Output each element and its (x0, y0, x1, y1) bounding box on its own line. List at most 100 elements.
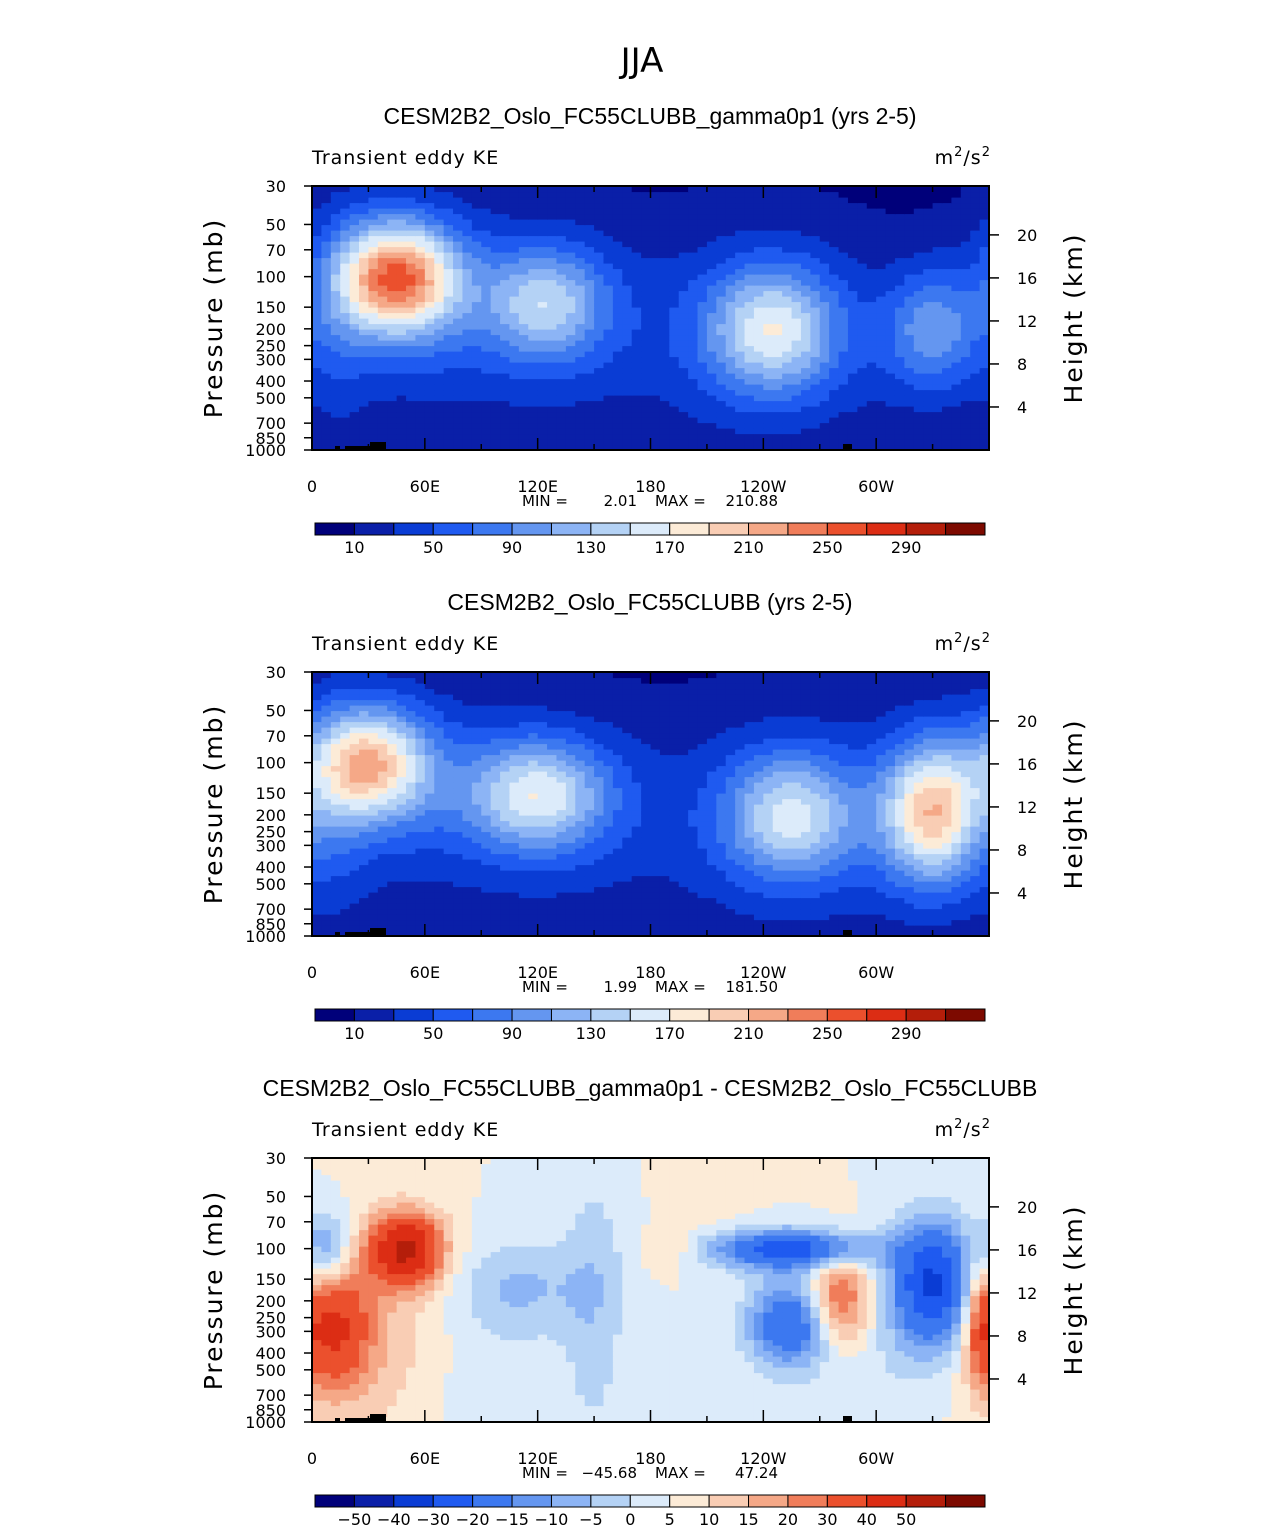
field-cell (377, 307, 388, 314)
field-cell (565, 230, 576, 237)
field-cell (312, 373, 322, 380)
field-cell (594, 892, 605, 899)
field-cell (396, 279, 407, 286)
field-cell (330, 848, 341, 855)
field-cell (565, 307, 576, 314)
field-cell (782, 919, 793, 926)
field-cell (847, 897, 858, 904)
field-cell (359, 318, 370, 325)
field-cell (603, 202, 614, 209)
field-cell (396, 919, 407, 926)
field-cell (876, 235, 887, 242)
field-cell (537, 378, 548, 385)
field-cell (669, 268, 680, 275)
panel-title: CESM2B2_Oslo_FC55CLUBB (yrs 2-5) (447, 589, 852, 615)
field-cell (434, 373, 445, 380)
field-cell (951, 356, 962, 363)
field-cell (415, 831, 426, 838)
field-cell (866, 290, 877, 297)
field-cell (876, 252, 887, 259)
field-cell (565, 837, 576, 844)
field-cell (584, 246, 595, 253)
field-cell (706, 384, 717, 391)
field-cell (509, 257, 520, 264)
field-cell (321, 881, 332, 888)
field-cell (904, 384, 915, 391)
field-cell (641, 886, 652, 893)
field-cell (706, 859, 717, 866)
field-cell (932, 400, 943, 407)
field-cell (772, 395, 783, 402)
field-cell (885, 274, 896, 281)
field-cell (321, 853, 332, 860)
field-cell (782, 837, 793, 844)
field-cell (970, 224, 981, 231)
field-cell (471, 908, 482, 915)
field-cell (622, 219, 633, 226)
field-cell (838, 219, 849, 226)
field-cell (819, 897, 830, 904)
field-cell (960, 417, 971, 424)
field-cell (359, 384, 370, 391)
field-cell (979, 411, 990, 418)
field-cell (697, 826, 708, 833)
field-cell (725, 246, 736, 253)
field-cell (349, 252, 360, 259)
field-cell (979, 930, 990, 937)
field-cell (377, 428, 388, 435)
field-cell (706, 274, 717, 281)
field-cell (782, 826, 793, 833)
field-cell (753, 826, 764, 833)
field-cell (970, 373, 981, 380)
field-cell (904, 186, 915, 193)
field-cell (763, 312, 774, 319)
field-cell (340, 268, 351, 275)
field-cell (443, 235, 454, 242)
field-cell (603, 389, 614, 396)
field-cell (894, 318, 905, 325)
field-cell (857, 930, 868, 937)
field-cell (970, 323, 981, 330)
field-cell (396, 246, 407, 253)
field-cell (594, 307, 605, 314)
field-cell (913, 919, 924, 926)
field-cell (359, 356, 370, 363)
field-cell (330, 870, 341, 877)
field-cell (782, 914, 793, 921)
field-cell (763, 285, 774, 292)
field-cell (594, 197, 605, 204)
field-cell (556, 853, 567, 860)
field-cell (547, 235, 558, 242)
field-cell (810, 323, 821, 330)
field-cell (396, 252, 407, 259)
field-cell (659, 378, 670, 385)
field-cell (471, 417, 482, 424)
field-cell (612, 329, 623, 336)
field-cell (800, 257, 811, 264)
field-cell (528, 433, 539, 440)
field-cell (321, 886, 332, 893)
field-cell (518, 224, 529, 231)
field-cell (415, 356, 426, 363)
field-cell (885, 351, 896, 358)
field-cell (424, 334, 435, 341)
field-cell (631, 285, 642, 292)
field-cell (518, 312, 529, 319)
field-cell (876, 274, 887, 281)
field-cell (556, 345, 567, 352)
field-cell (697, 290, 708, 297)
field-cell (349, 340, 360, 347)
field-cell (697, 356, 708, 363)
field-cell (547, 389, 558, 396)
field-cell (810, 224, 821, 231)
field-cell (528, 864, 539, 871)
field-cell (904, 340, 915, 347)
field-cell (800, 925, 811, 932)
field-cell (509, 439, 520, 446)
field-cell (424, 422, 435, 429)
field-cell (810, 826, 821, 833)
field-cell (434, 826, 445, 833)
field-cell (847, 870, 858, 877)
field-cell (359, 914, 370, 921)
field-cell (481, 875, 492, 882)
